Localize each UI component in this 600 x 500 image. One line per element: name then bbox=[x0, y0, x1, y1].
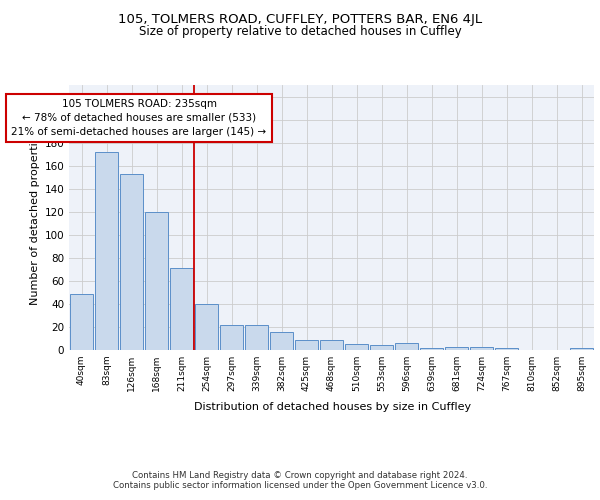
Bar bbox=[495, 348, 518, 350]
Bar bbox=[345, 344, 368, 350]
Bar bbox=[570, 348, 593, 350]
Text: 105 TOLMERS ROAD: 235sqm
← 78% of detached houses are smaller (533)
21% of semi-: 105 TOLMERS ROAD: 235sqm ← 78% of detach… bbox=[11, 99, 266, 137]
Bar bbox=[220, 324, 243, 350]
Text: 105, TOLMERS ROAD, CUFFLEY, POTTERS BAR, EN6 4JL: 105, TOLMERS ROAD, CUFFLEY, POTTERS BAR,… bbox=[118, 12, 482, 26]
Bar bbox=[420, 348, 443, 350]
Bar bbox=[120, 174, 143, 350]
Bar bbox=[370, 346, 393, 350]
Bar bbox=[445, 346, 468, 350]
Text: Size of property relative to detached houses in Cuffley: Size of property relative to detached ho… bbox=[139, 25, 461, 38]
Bar bbox=[295, 340, 318, 350]
Y-axis label: Number of detached properties: Number of detached properties bbox=[30, 130, 40, 305]
Bar bbox=[320, 340, 343, 350]
Bar bbox=[95, 152, 118, 350]
Bar bbox=[145, 212, 168, 350]
Bar bbox=[270, 332, 293, 350]
Text: Distribution of detached houses by size in Cuffley: Distribution of detached houses by size … bbox=[194, 402, 472, 412]
Bar bbox=[245, 324, 268, 350]
Bar bbox=[395, 343, 418, 350]
Bar bbox=[170, 268, 193, 350]
Bar bbox=[470, 346, 493, 350]
Bar bbox=[70, 294, 93, 350]
Bar bbox=[195, 304, 218, 350]
Text: Contains HM Land Registry data © Crown copyright and database right 2024.
Contai: Contains HM Land Registry data © Crown c… bbox=[113, 470, 487, 490]
